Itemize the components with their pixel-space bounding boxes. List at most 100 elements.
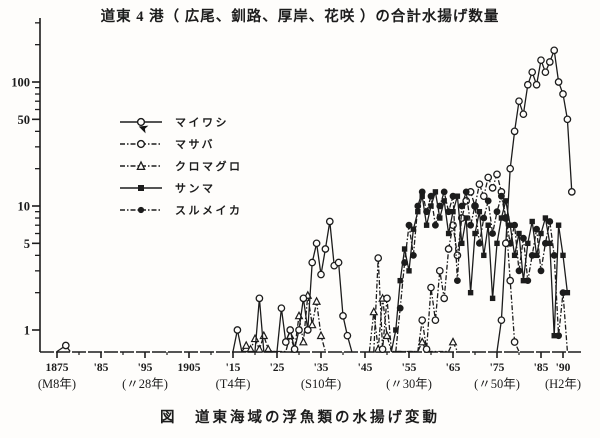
open-circle-marker <box>567 188 576 196</box>
filled-circle-marker <box>462 188 470 196</box>
filled-square-marker <box>489 295 496 302</box>
filled-square-marker <box>437 215 443 221</box>
chart-title: 道東 4 港（ 広尾、釧路、厚岸、花咲 ）の合計水揚げ数量 <box>100 9 500 25</box>
x-tick-label: '85 <box>94 362 109 374</box>
x-tick-label: '15 <box>226 362 241 374</box>
x-era-label: (〃50年) <box>474 377 520 391</box>
filled-circle-marker <box>515 267 523 275</box>
open-circle-marker <box>136 139 146 149</box>
filled-circle-marker <box>137 206 145 214</box>
filled-square-marker <box>406 268 412 274</box>
open-circle-marker <box>312 239 321 248</box>
open-circle-marker <box>550 46 559 55</box>
filled-circle-marker <box>537 267 545 275</box>
filled-square-marker <box>538 230 544 237</box>
filled-circle-marker <box>467 221 475 229</box>
legend: マイワシ マサバ クロマグロ サンマ スルメイカ <box>118 111 243 221</box>
filled-circle-marker <box>493 208 501 216</box>
open-circle-marker <box>378 345 387 354</box>
x-tick-label: '65 <box>446 362 461 374</box>
legend-sample-surumeika <box>120 206 162 214</box>
x-tick-label: '35 <box>314 362 329 374</box>
open-circle-marker <box>383 294 391 303</box>
y-tick-label: 100 <box>11 76 30 90</box>
filled-square-marker <box>463 215 469 221</box>
y-tick-label: 5 <box>24 237 30 251</box>
y-tick-label: 1 <box>24 324 30 338</box>
open-circle-marker <box>321 245 330 253</box>
filled-circle-marker <box>405 221 413 229</box>
open-circle-marker <box>281 338 290 346</box>
open-triangle-marker <box>307 319 317 329</box>
legend-sample-masaba <box>120 139 162 149</box>
open-triangle-marker <box>382 330 392 340</box>
filled-square-marker <box>498 215 505 221</box>
open-circle-marker <box>506 276 515 285</box>
open-circle-marker <box>541 68 550 77</box>
filled-square-marker <box>551 332 557 339</box>
x-era-label: (M8年) <box>38 377 76 391</box>
filled-square-marker <box>472 230 478 237</box>
filled-square-marker <box>445 230 452 237</box>
open-circle-marker <box>325 217 334 226</box>
filled-circle-marker <box>480 214 488 222</box>
filled-circle-marker <box>476 239 483 247</box>
filled-circle-marker <box>454 277 461 285</box>
open-circle-marker <box>545 58 554 66</box>
open-circle-marker <box>537 56 545 65</box>
series-surumeika-line <box>395 189 569 352</box>
legend-label: マイワシ <box>175 117 229 129</box>
filled-square-marker <box>542 215 549 221</box>
filled-circle-marker <box>471 202 479 210</box>
filled-square-marker <box>525 240 531 247</box>
filled-square-marker <box>410 226 417 232</box>
open-circle-marker <box>374 254 383 262</box>
open-circle-marker <box>286 326 295 334</box>
filled-square-marker <box>520 277 527 284</box>
filled-square-marker <box>547 240 553 247</box>
y-tick-label: 10 <box>18 200 31 214</box>
x-tick-label: '75 <box>490 362 505 374</box>
open-circle-marker <box>519 110 528 119</box>
x-tick-label: '25 <box>270 362 285 374</box>
open-circle-marker <box>453 251 462 260</box>
filled-square-marker <box>459 240 465 247</box>
x-tick-label: 1905 <box>178 362 201 374</box>
open-triangle-marker <box>312 296 321 305</box>
open-circle-marker <box>497 316 506 325</box>
open-triangle-marker <box>369 307 379 316</box>
open-circle-marker <box>431 316 440 325</box>
legend-sample-sanma <box>120 185 162 191</box>
filled-square-marker <box>555 222 562 228</box>
filled-square-marker <box>485 222 491 228</box>
filled-circle-marker <box>498 192 505 200</box>
filled-square-marker <box>441 198 447 204</box>
legend-item-kuromaguro: クロマグロ <box>118 155 243 177</box>
open-triangle-marker <box>448 337 458 346</box>
filled-square-marker <box>432 189 439 195</box>
open-triangle-marker <box>250 333 260 343</box>
open-circle-marker <box>493 170 501 179</box>
open-triangle-marker <box>136 160 146 171</box>
filled-circle-marker <box>546 218 554 225</box>
x-tick-label: '95 <box>138 362 153 374</box>
filled-square-marker <box>476 208 483 215</box>
filled-square-marker <box>533 252 540 259</box>
open-triangle-marker <box>255 344 264 353</box>
open-circle-marker <box>475 180 484 189</box>
legend-item-maiwashi: マイワシ <box>118 111 243 133</box>
filled-square-marker <box>529 218 535 225</box>
filled-square-marker <box>393 327 399 333</box>
open-circle-marker <box>427 283 435 292</box>
x-tick-label: 1875 <box>46 362 69 374</box>
open-circle-marker <box>444 245 453 253</box>
filled-square-marker <box>419 193 425 199</box>
x-tick-label: '85 <box>534 362 549 374</box>
legend-item-surumeika: スルメイカ <box>118 199 243 221</box>
filled-square-marker <box>415 208 421 215</box>
filled-circle-marker <box>489 230 497 237</box>
open-circle-marker <box>563 115 572 124</box>
legend-item-sanma: サンマ <box>118 177 243 199</box>
open-circle-marker <box>532 80 541 89</box>
open-circle-marker <box>339 312 347 320</box>
